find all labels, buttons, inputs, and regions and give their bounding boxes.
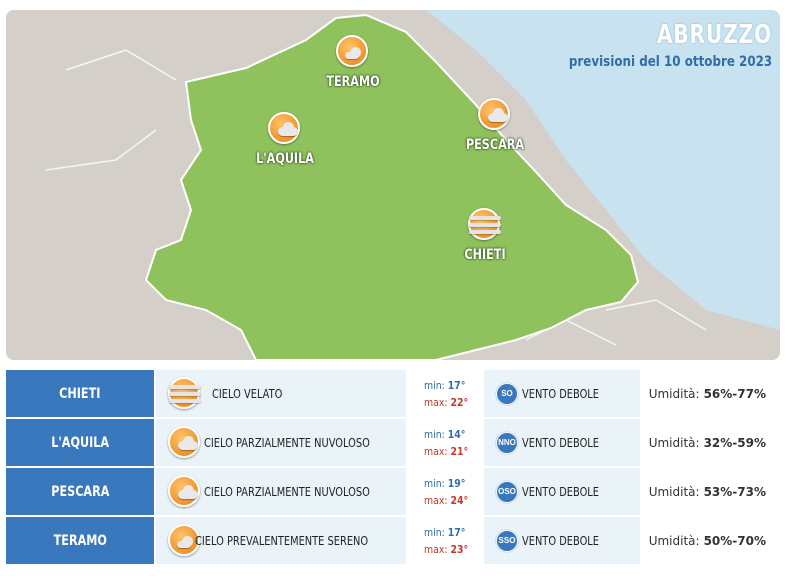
map-city-laquila[interactable]: L'AQUILA [230,112,340,167]
humidity-cell: Umidità: 56%-77% [642,370,780,417]
region-title: ABRUZZO [656,20,772,50]
min-temp: 14° [447,427,466,441]
region-map: ABRUZZO previsioni del 10 ottobre 2023 T… [6,10,780,360]
temp-cell: min: 17° max: 23° [408,517,482,564]
humidity-label: Umidità: [648,435,700,450]
sky-description: CIELO PREVALENTEMENTE SERENO [194,533,368,548]
map-city-pescara[interactable]: PESCARA [440,98,550,153]
max-label: max: [424,395,448,409]
max-label: max: [424,493,448,507]
humidity-cell: Umidità: 32%-59% [642,419,780,466]
humidity-label: Umidità: [648,484,700,499]
wind-cell: NNO VENTO DEBOLE [484,419,640,466]
sun-small-cloud-icon [336,35,370,69]
wind-direction-icon: SO [496,382,518,405]
min-label: min: [424,378,445,392]
min-temp: 19° [447,476,466,490]
wind-direction-icon: OSO [496,480,518,503]
forecast-date: previsioni del 10 ottobre 2023 [568,54,772,70]
wind-cell: OSO VENTO DEBOLE [484,468,640,515]
max-temp: 24° [450,493,469,507]
veiled-sun-icon [468,208,502,242]
max-label: max: [424,444,448,458]
sun-cloud-icon [478,98,512,132]
wind-direction-icon: NNO [496,431,518,454]
wind-direction-icon: SSO [496,529,518,552]
min-label: min: [424,476,445,490]
neighbor-borders [45,49,707,346]
map-city-label: PESCARA [465,137,525,153]
wind-description: VENTO DEBOLE [522,484,600,499]
max-temp: 21° [450,444,469,458]
humidity-value: 53%-73% [703,484,766,499]
table-row: CHIETI CIELO VELATO min: 17° max: 22° SO… [6,370,780,417]
forecast-table: CHIETI CIELO VELATO min: 17° max: 22° SO… [6,370,780,566]
wind-description: VENTO DEBOLE [522,533,600,548]
map-city-label: TERAMO [326,74,380,90]
map-shapes [6,10,780,360]
table-row: TERAMO CIELO PREVALENTEMENTE SERENO min:… [6,517,780,564]
veiled-sun-icon [168,376,202,411]
sky-description: CIELO VELATO [212,386,283,401]
temp-cell: min: 19° max: 24° [408,468,482,515]
wind-cell: SSO VENTO DEBOLE [484,517,640,564]
sun-cloud-icon [168,474,200,509]
sky-description: CIELO PARZIALMENTE NUVOLOSO [203,435,370,450]
city-cell[interactable]: TERAMO [6,517,154,564]
min-temp: 17° [447,525,466,539]
sky-cell: CIELO PREVALENTEMENTE SERENO [156,517,406,564]
humidity-label: Umidità: [648,386,700,401]
temp-cell: min: 14° max: 21° [408,419,482,466]
sun-cloud-icon [168,425,200,460]
humidity-value: 32%-59% [703,435,766,450]
humidity-label: Umidità: [648,533,700,548]
humidity-value: 56%-77% [703,386,766,401]
min-temp: 17° [447,378,466,392]
humidity-cell: Umidità: 53%-73% [642,468,780,515]
max-label: max: [424,542,448,556]
sun-small-cloud-icon [168,523,200,558]
max-temp: 22° [450,395,469,409]
map-city-label: CHIETI [464,247,506,263]
table-row: L'AQUILA CIELO PARZIALMENTE NUVOLOSO min… [6,419,780,466]
map-city-label: L'AQUILA [256,151,314,167]
city-cell[interactable]: L'AQUILA [6,419,154,466]
temp-cell: min: 17° max: 22° [408,370,482,417]
min-label: min: [424,525,445,539]
sky-cell: CIELO VELATO [156,370,406,417]
sky-cell: CIELO PARZIALMENTE NUVOLOSO [156,419,406,466]
city-cell[interactable]: CHIETI [6,370,154,417]
city-cell[interactable]: PESCARA [6,468,154,515]
wind-description: VENTO DEBOLE [522,435,600,450]
map-city-chieti[interactable]: CHIETI [430,208,540,263]
min-label: min: [424,427,445,441]
sun-cloud-icon [268,112,302,146]
humidity-cell: Umidità: 50%-70% [642,517,780,564]
table-row: PESCARA CIELO PARZIALMENTE NUVOLOSO min:… [6,468,780,515]
wind-cell: SO VENTO DEBOLE [484,370,640,417]
map-header: ABRUZZO previsioni del 10 ottobre 2023 [533,20,772,70]
sky-cell: CIELO PARZIALMENTE NUVOLOSO [156,468,406,515]
humidity-value: 50%-70% [703,533,766,548]
abruzzo-region [144,13,640,360]
map-city-teramo[interactable]: TERAMO [298,35,408,90]
max-temp: 23° [450,542,469,556]
wind-description: VENTO DEBOLE [522,386,600,401]
sky-description: CIELO PARZIALMENTE NUVOLOSO [203,484,370,499]
